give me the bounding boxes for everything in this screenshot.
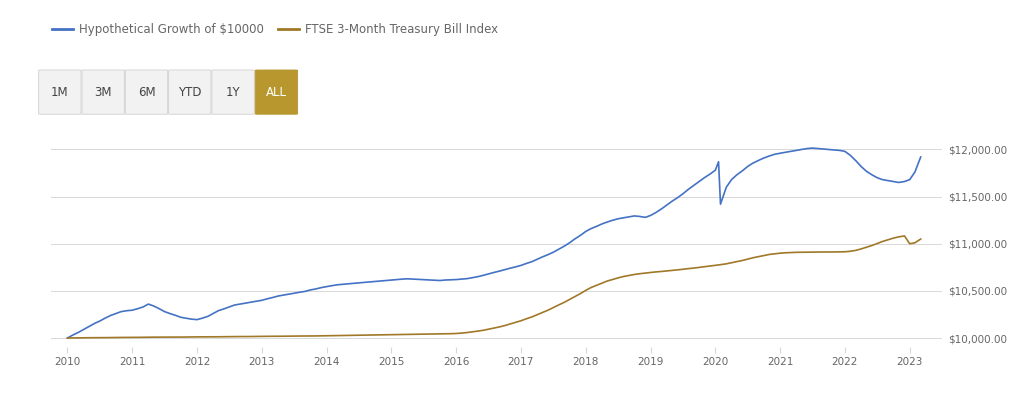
FancyBboxPatch shape [212, 70, 254, 114]
Text: YTD: YTD [178, 86, 202, 99]
Text: 1Y: 1Y [226, 86, 241, 99]
Text: 6M: 6M [137, 86, 156, 99]
FancyBboxPatch shape [39, 70, 81, 114]
FancyBboxPatch shape [169, 70, 211, 114]
FancyBboxPatch shape [82, 70, 124, 114]
FancyBboxPatch shape [255, 70, 298, 114]
FancyBboxPatch shape [125, 70, 168, 114]
Text: 1M: 1M [51, 86, 69, 99]
Text: ALL: ALL [266, 86, 287, 99]
Legend: Hypothetical Growth of $10000, FTSE 3-Month Treasury Bill Index: Hypothetical Growth of $10000, FTSE 3-Mo… [47, 18, 503, 40]
Text: 3M: 3M [94, 86, 112, 99]
